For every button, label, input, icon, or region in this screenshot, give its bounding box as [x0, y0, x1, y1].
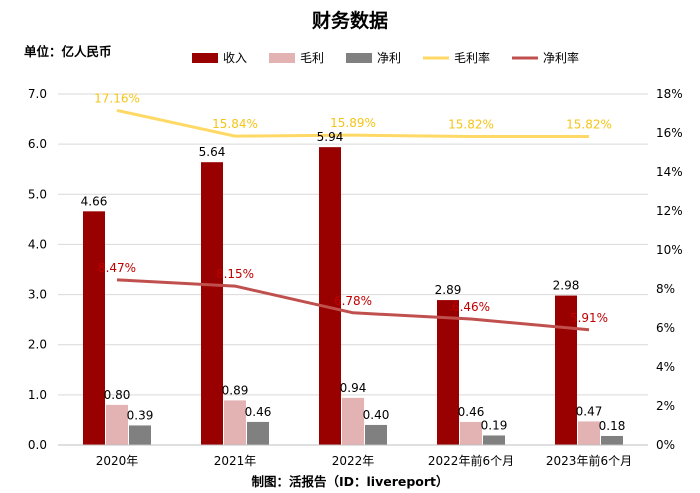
legend-label: 毛利率 [454, 50, 490, 65]
y-left-tick-label: 5.0 [28, 187, 47, 201]
y-right-tick-label: 16% [656, 126, 683, 140]
x-tick-label: 2022年 [332, 454, 375, 468]
legend-swatch [269, 53, 295, 63]
legend-label: 收入 [223, 51, 247, 65]
bar-s2 [129, 425, 151, 445]
y-right-tick-label: 2% [656, 399, 675, 413]
gridlines [58, 93, 648, 396]
bar-value-label: 5.64 [199, 145, 226, 159]
legend-item: 净利率 [512, 50, 579, 65]
bars [83, 147, 623, 446]
bar-value-label: 2.89 [435, 283, 462, 297]
legend-swatch [346, 53, 372, 63]
y-right-tick-label: 4% [656, 360, 675, 374]
y-axis-right: 0% 2% 4% 6% 8% 10% 12% 14% 16% 18% [656, 87, 683, 452]
legend-item: 净利 [346, 51, 401, 65]
legend-item: 毛利率 [423, 50, 490, 65]
bar-value-label: 2.98 [553, 279, 580, 293]
data-labels: 4.66 5.64 5.94 2.89 2.98 0.80 0.89 0.94 0.46 0.47… [81, 91, 626, 433]
bar-s1 [342, 397, 364, 445]
y-left-tick-label: 4.0 [28, 237, 47, 251]
x-tick-label: 2021年 [214, 454, 257, 468]
line-value-label: 6.46% [452, 300, 490, 314]
bar-value-label: 0.47 [576, 404, 603, 418]
bar-value-label: 5.94 [317, 130, 344, 144]
bar-value-label: 4.66 [81, 194, 108, 208]
y-right-tick-label: 0% [656, 438, 675, 452]
legend-item: 收入 [192, 51, 247, 65]
x-tick-label: 2023年前6个月 [546, 453, 632, 468]
bar-s2 [247, 421, 269, 445]
bar-s0 [437, 300, 459, 445]
bar-value-label: 0.18 [599, 419, 626, 433]
line-value-label: 15.82% [448, 118, 494, 132]
y-left-tick-label: 2.0 [28, 338, 47, 352]
bar-value-label: 0.94 [340, 381, 367, 395]
bar-value-label: 0.80 [104, 388, 131, 402]
bar-s0 [555, 295, 577, 445]
line-value-label: 15.82% [566, 118, 612, 132]
y-left-tick-label: 0.0 [28, 438, 47, 452]
unit-label: 单位：亿人民币 [24, 44, 112, 59]
legend-item: 毛利 [269, 51, 324, 65]
line-value-label: 15.89% [330, 116, 376, 130]
legend: 收入 毛利 净利 毛利率 净利率 [192, 50, 579, 65]
y-left-tick-label: 6.0 [28, 137, 47, 151]
legend-label: 净利率 [543, 50, 579, 65]
footer-credit: 制图：活报告（ID：livereport） [251, 474, 448, 489]
bar-value-label: 0.46 [245, 405, 272, 419]
bar-s1 [578, 421, 600, 445]
y-right-tick-label: 12% [656, 204, 683, 218]
x-tick-label: 2020年 [96, 454, 139, 468]
lines [116, 108, 590, 332]
y-left-tick-label: 7.0 [28, 87, 47, 101]
bar-s2 [365, 424, 387, 445]
line-value-label: 17.16% [94, 91, 140, 105]
line-value-label: 5.91% [570, 311, 608, 325]
y-left-tick-label: 3.0 [28, 288, 47, 302]
x-axis: 2020年 2021年 2022年 2022年前6个月 2023年前6个月 [58, 444, 648, 468]
y-right-tick-label: 14% [656, 165, 683, 179]
y-right-tick-label: 8% [656, 282, 675, 296]
bar-value-label: 0.40 [363, 408, 390, 422]
legend-swatch [192, 53, 218, 63]
x-tick-label: 2022年前6个月 [428, 453, 514, 468]
bar-value-label: 0.46 [458, 405, 485, 419]
line-value-label: 15.84% [212, 117, 258, 131]
y-right-tick-label: 18% [656, 87, 683, 101]
bar-s1 [224, 400, 246, 445]
line-value-label: 6.78% [334, 294, 372, 308]
legend-label: 净利 [377, 51, 401, 65]
bar-s1 [460, 421, 482, 445]
bar-s2 [483, 435, 505, 445]
bar-s0 [319, 147, 341, 445]
y-right-tick-label: 6% [656, 321, 675, 335]
bar-value-label: 0.19 [481, 418, 508, 432]
bar-s0 [83, 211, 105, 445]
bar-value-label: 0.89 [222, 383, 249, 397]
chart-title: 财务数据 [312, 9, 388, 32]
line-value-label: 8.47% [98, 261, 136, 275]
bar-s0 [201, 162, 223, 446]
y-axis-left: 0.0 1.0 2.0 3.0 4.0 5.0 6.0 7.0 [28, 87, 47, 452]
bar-s2 [601, 435, 623, 445]
y-left-tick-label: 1.0 [28, 388, 47, 402]
y-right-tick-label: 10% [656, 243, 683, 257]
legend-label: 毛利 [300, 51, 324, 65]
bar-s1 [106, 404, 128, 445]
bar-value-label: 0.39 [127, 408, 154, 422]
line-value-label: 8.15% [216, 267, 254, 281]
